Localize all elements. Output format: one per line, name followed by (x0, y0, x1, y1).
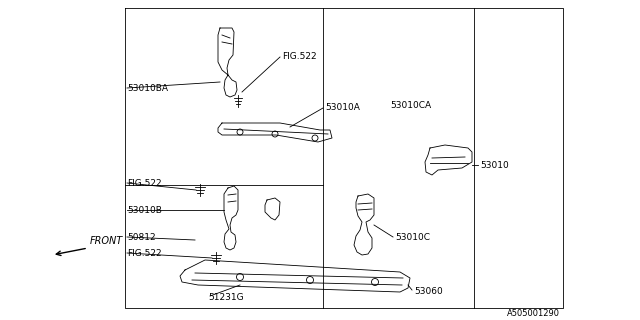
Text: 53010CA: 53010CA (390, 100, 431, 109)
Text: 53010C: 53010C (395, 233, 430, 242)
Text: 53010B: 53010B (127, 205, 162, 214)
Text: FIG.522: FIG.522 (282, 52, 317, 60)
Text: 53010BA: 53010BA (127, 84, 168, 92)
Text: 50812: 50812 (127, 233, 156, 242)
Text: 51231G: 51231G (208, 293, 244, 302)
Text: FRONT: FRONT (90, 236, 124, 246)
Text: FIG.522: FIG.522 (127, 179, 162, 188)
Text: 53010A: 53010A (325, 102, 360, 111)
Text: 53010: 53010 (480, 161, 509, 170)
Text: 53060: 53060 (414, 286, 443, 295)
Text: A505001290: A505001290 (507, 309, 560, 318)
Text: FIG.522: FIG.522 (127, 249, 162, 258)
